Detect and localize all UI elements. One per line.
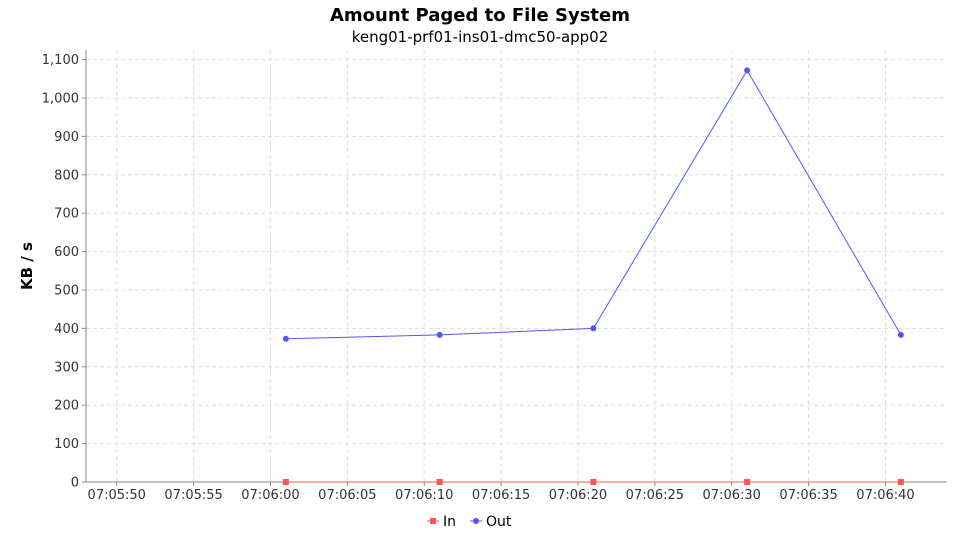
data-point-out [897, 331, 904, 338]
y-tick-label: 600 [54, 245, 79, 260]
x-tick-label: 07:06:05 [318, 488, 376, 503]
data-point-out [436, 331, 443, 338]
legend-label-out: Out [486, 514, 512, 530]
y-tick-label: 200 [54, 399, 79, 414]
data-point-out [744, 67, 751, 74]
y-tick-label: 300 [54, 360, 79, 375]
chart-subtitle: keng01-prf01-ins01-dmc50-app02 [351, 28, 609, 46]
data-point-in [282, 479, 289, 485]
y-tick-label: 900 [54, 130, 79, 145]
data-point-out [282, 335, 289, 342]
chart-title: Amount Paged to File System [330, 5, 630, 26]
x-tick-label: 07:06:30 [703, 488, 761, 503]
x-tick-label: 07:06:00 [241, 488, 299, 503]
x-tick-label: 07:06:35 [779, 488, 837, 503]
data-point-in [897, 479, 904, 485]
x-tick-label: 07:05:55 [164, 488, 222, 503]
x-tick-label: 07:06:40 [856, 488, 914, 503]
y-tick-label: 0 [71, 476, 79, 491]
x-tick-label: 07:06:25 [626, 488, 684, 503]
legend-marker-in [430, 518, 436, 524]
y-tick-label: 1,000 [42, 92, 79, 107]
x-tick-label: 07:05:50 [88, 488, 146, 503]
plot-area [86, 50, 947, 482]
data-point-in [590, 479, 597, 485]
y-tick-label: 100 [54, 437, 79, 452]
legend-marker-out [473, 518, 479, 524]
data-point-in [436, 479, 443, 485]
x-tick-label: 07:06:15 [472, 488, 530, 503]
y-tick-label: 700 [54, 207, 79, 222]
y-tick-label: 1,100 [42, 53, 79, 68]
y-tick-label: 400 [54, 322, 79, 337]
y-tick-label: 800 [54, 168, 79, 183]
x-tick-label: 07:06:10 [395, 488, 453, 503]
y-axis-label: KB / s [18, 242, 36, 290]
x-tick-label: 07:06:20 [549, 488, 607, 503]
y-tick-label: 500 [54, 284, 79, 299]
data-point-in [744, 479, 751, 485]
data-point-out [590, 325, 597, 332]
legend-label-in: In [443, 514, 456, 530]
